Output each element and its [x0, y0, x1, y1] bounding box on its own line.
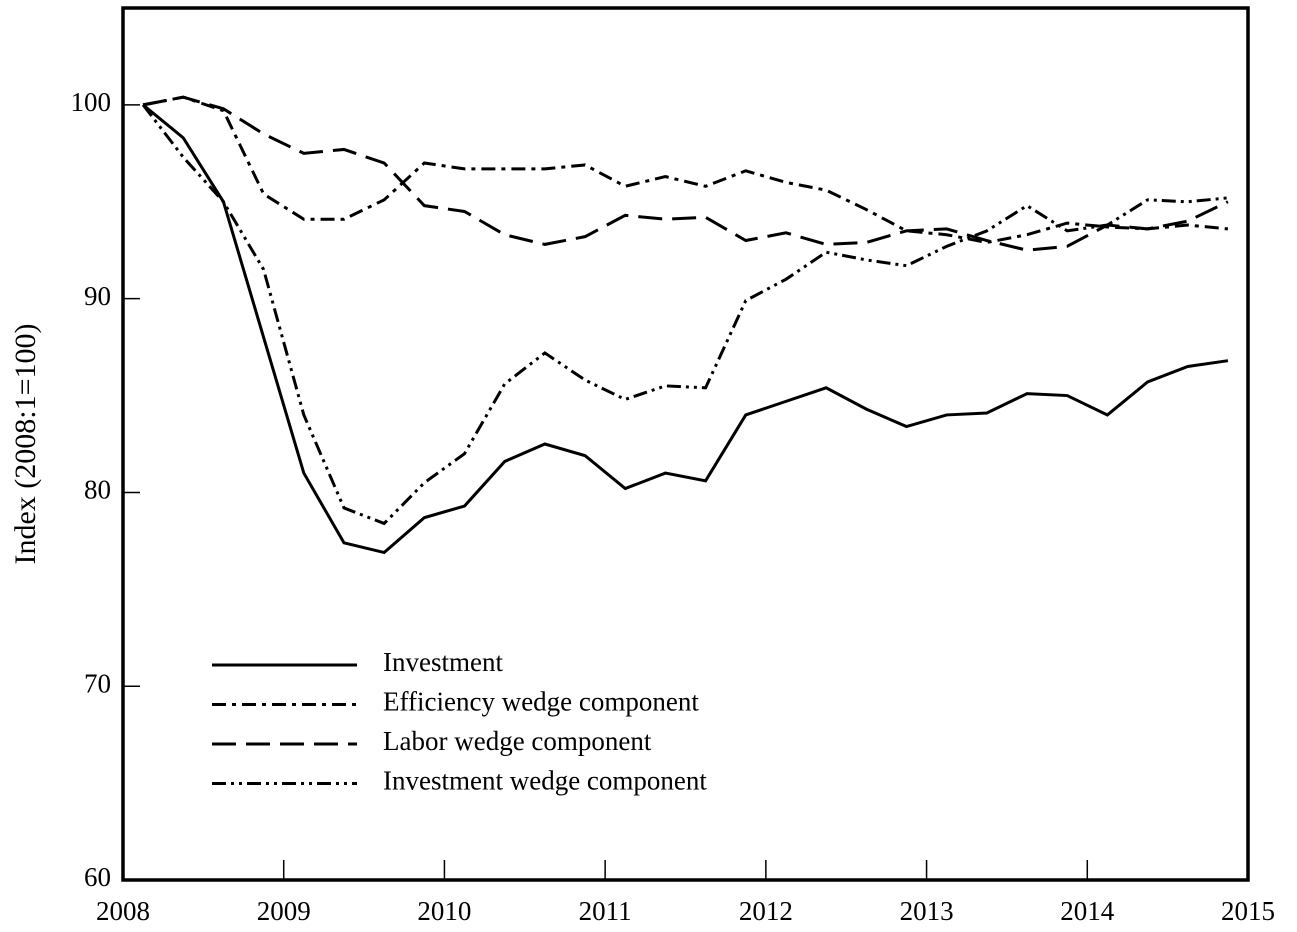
x-tick-label: 2014 [1060, 896, 1115, 926]
y-tick-label: 70 [84, 668, 111, 698]
legend-label: Investment wedge component [383, 766, 707, 796]
y-tick-label: 90 [84, 281, 111, 311]
legend-label: Efficiency wedge component [383, 687, 699, 717]
x-tick-label: 2008 [96, 896, 150, 926]
x-tick-label: 2011 [579, 896, 632, 926]
series-line [142, 95, 1229, 252]
x-tick-label: 2013 [900, 896, 954, 926]
series-line [141, 103, 1229, 526]
series-line [142, 103, 1229, 555]
y-tick-label: 100 [71, 87, 112, 117]
legend-label: Investment [383, 647, 503, 677]
series-line [142, 95, 1229, 244]
y-tick-label: 60 [84, 862, 111, 892]
x-tick-label: 2010 [417, 896, 471, 926]
x-tick-label: 2012 [739, 896, 793, 926]
legend-label: Labor wedge component [383, 726, 652, 756]
x-tick-label: 2015 [1221, 896, 1275, 926]
plot-frame [121, 6, 1250, 882]
y-axis-label: Index (2008:1=100) [9, 323, 42, 564]
y-tick-label: 80 [84, 475, 111, 505]
x-tick-label: 2009 [257, 896, 311, 926]
